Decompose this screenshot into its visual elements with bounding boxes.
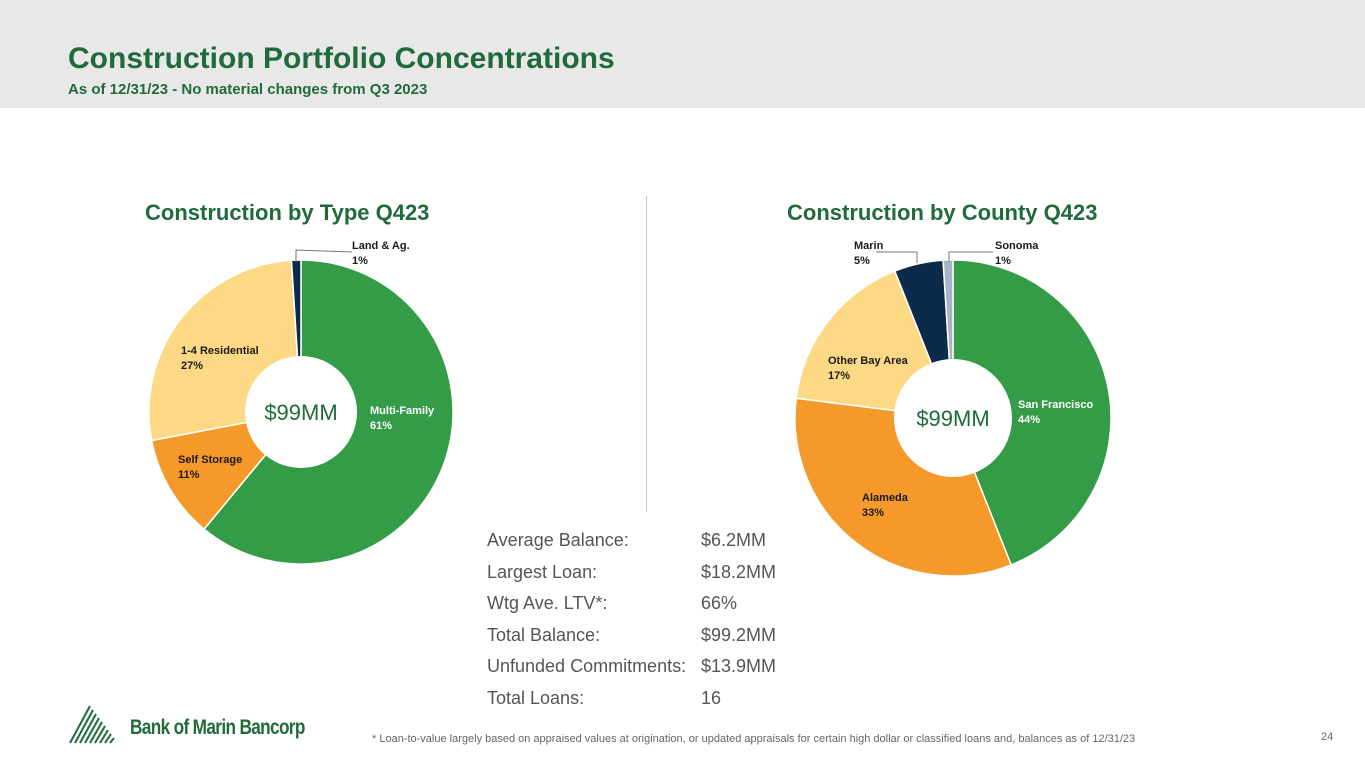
slice-percent-label: 11%: [178, 469, 200, 481]
stat-value: $13.9MM: [701, 656, 777, 677]
stat-value: 16: [701, 687, 722, 708]
leader-line: [295, 249, 353, 262]
leader-line: [948, 251, 993, 262]
footnote: * Loan-to-value largely based on apprais…: [372, 733, 1136, 745]
stat-label: Total Balance:: [487, 624, 601, 645]
slice-percent-label: 17%: [828, 370, 850, 382]
slice-percent-label: 33%: [862, 507, 884, 519]
page-subtitle: As of 12/31/23 - No material changes fro…: [68, 81, 428, 98]
mountain-lines-logo-icon: [69, 705, 115, 744]
page-title: Construction Portfolio Concentrations: [68, 42, 615, 75]
slice-label: Self Storage: [178, 454, 242, 466]
stat-label: Average Balance:: [487, 530, 629, 550]
slice-percent-label: 1%: [995, 255, 1011, 267]
center-total-label: $99MM: [264, 400, 337, 425]
slice-percent-label: 44%: [1018, 414, 1040, 426]
slice-label: 1-4 Residential: [181, 345, 259, 357]
slice-label: Other Bay Area: [828, 355, 909, 367]
slice-percent-label: 27%: [181, 360, 203, 372]
chart-title-county: Construction by County Q423: [787, 200, 1098, 225]
slice-percent-label: 5%: [854, 255, 870, 267]
page-number: 24: [1321, 731, 1334, 743]
stat-value: $6.2MM: [701, 530, 767, 550]
donut-hole: [245, 356, 357, 468]
header-band: Construction Portfolio Concentrations As…: [0, 0, 1365, 108]
leader-line: [876, 251, 918, 263]
stat-label: Unfunded Commitments:: [487, 656, 687, 677]
slice-label: Land & Ag.: [352, 240, 410, 252]
stat-label: Largest Loan:: [487, 561, 598, 582]
slice-label: Sonoma: [995, 240, 1039, 252]
chart-divider: [646, 196, 647, 512]
slice-label: Alameda: [862, 492, 909, 504]
chart-title-type: Construction by Type Q423: [145, 200, 430, 225]
slice-percent-label: 61%: [370, 420, 392, 432]
slice-percent-label: 1%: [352, 255, 368, 267]
slice-label: Marin: [854, 240, 884, 252]
stat-value: $18.2MM: [701, 561, 777, 582]
stat-label: Total Loans:: [487, 687, 585, 708]
center-total-label: $99MM: [916, 406, 989, 431]
slice-label: Multi-Family: [370, 405, 435, 417]
stat-value: 66%: [701, 593, 738, 614]
donut-hole: [894, 359, 1012, 477]
logo-wordmark: Bank of Marin Bancorp: [130, 716, 305, 739]
stat-label: Wtg Ave. LTV*:: [487, 593, 608, 614]
stat-value: $99.2MM: [701, 624, 777, 645]
pie-slice-san-francisco: [952, 259, 1112, 566]
slice-label: San Francisco: [1018, 399, 1093, 411]
